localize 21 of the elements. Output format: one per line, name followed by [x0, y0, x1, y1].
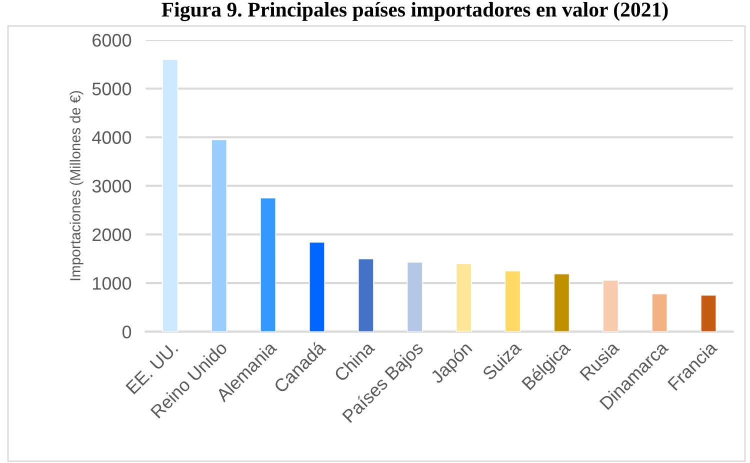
bar	[308, 242, 325, 332]
y-tick-label: 1000	[93, 277, 132, 290]
bar	[700, 294, 717, 332]
bar	[456, 263, 472, 332]
y-tick-label: 2000	[92, 228, 132, 242]
bar	[504, 270, 521, 332]
y-tick-label: 5000	[92, 82, 132, 96]
y-tick-label: 0	[122, 326, 132, 338]
chart-title: Figura 9. Principales países importadores en valor (2021)	[162, 2, 668, 22]
bar	[554, 273, 570, 332]
bar	[652, 293, 668, 332]
bar	[602, 280, 619, 332]
y-axis-title: Importaciones (Millones de €)	[70, 91, 84, 280]
bar	[211, 139, 228, 332]
bar	[162, 59, 178, 332]
y-tick-label: 3000	[92, 180, 132, 193]
bar	[260, 198, 276, 332]
bar	[358, 258, 374, 332]
bar	[406, 262, 423, 332]
y-tick-label: 6000	[92, 34, 132, 47]
y-tick-label: 4000	[92, 131, 132, 144]
